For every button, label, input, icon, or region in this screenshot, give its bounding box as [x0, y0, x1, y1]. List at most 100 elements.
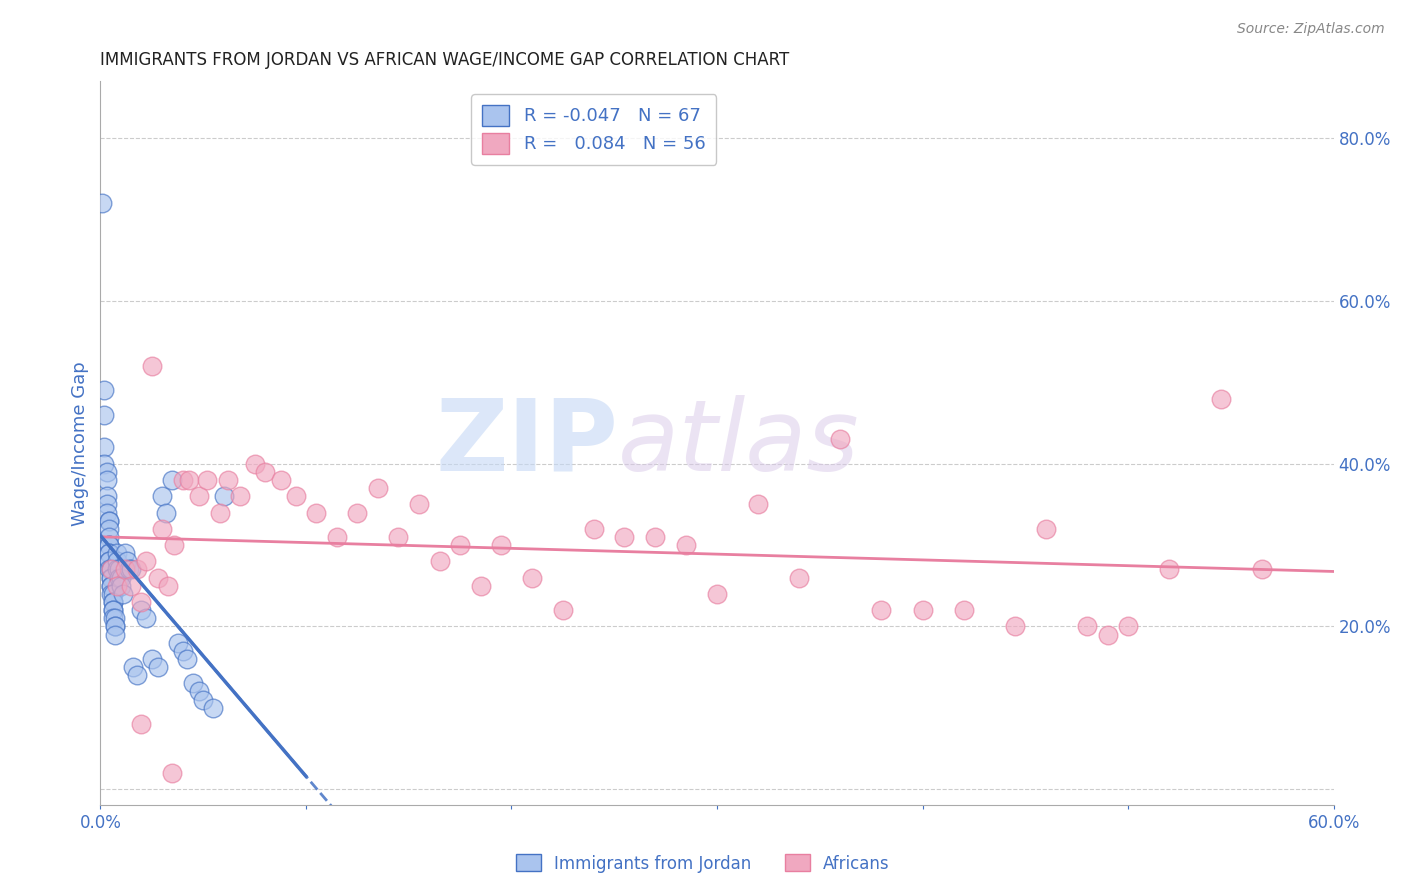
- Point: [155, 506, 177, 520]
- Point: [162, 473, 184, 487]
- Legend: Immigrants from Jordan, Africans: Immigrants from Jordan, Africans: [509, 847, 897, 880]
- Point: [127, 668, 149, 682]
- Point: [195, 473, 218, 487]
- Point: [208, 506, 231, 520]
- Point: [127, 562, 149, 576]
- Point: [120, 579, 142, 593]
- Point: [93, 408, 115, 422]
- Point: [429, 554, 451, 568]
- Point: [1097, 627, 1119, 641]
- Point: [408, 497, 430, 511]
- Point: [202, 700, 225, 714]
- Point: [911, 603, 934, 617]
- Point: [952, 603, 974, 617]
- Point: [114, 562, 136, 576]
- Point: [191, 692, 214, 706]
- Point: [489, 538, 512, 552]
- Point: [675, 538, 697, 552]
- Y-axis label: Wage/Income Gap: Wage/Income Gap: [72, 361, 89, 525]
- Point: [167, 635, 190, 649]
- Point: [387, 530, 409, 544]
- Point: [96, 506, 118, 520]
- Point: [706, 587, 728, 601]
- Text: IMMIGRANTS FROM JORDAN VS AFRICAN WAGE/INCOME GAP CORRELATION CHART: IMMIGRANTS FROM JORDAN VS AFRICAN WAGE/I…: [100, 51, 790, 69]
- Point: [96, 465, 118, 479]
- Point: [162, 765, 184, 780]
- Point: [141, 652, 163, 666]
- Point: [100, 562, 122, 576]
- Point: [613, 530, 636, 544]
- Point: [188, 684, 211, 698]
- Point: [1076, 619, 1098, 633]
- Point: [520, 571, 543, 585]
- Point: [93, 384, 115, 398]
- Point: [101, 595, 124, 609]
- Point: [101, 587, 124, 601]
- Text: Source: ZipAtlas.com: Source: ZipAtlas.com: [1237, 22, 1385, 37]
- Point: [100, 579, 122, 593]
- Point: [104, 619, 127, 633]
- Point: [105, 562, 128, 576]
- Point: [135, 611, 157, 625]
- Point: [1250, 562, 1272, 576]
- Point: [114, 546, 136, 560]
- Point: [141, 359, 163, 373]
- Point: [104, 611, 127, 625]
- Point: [122, 660, 145, 674]
- Point: [470, 579, 492, 593]
- Point: [305, 506, 328, 520]
- Point: [93, 441, 115, 455]
- Point: [93, 457, 115, 471]
- Point: [91, 196, 114, 211]
- Point: [284, 489, 307, 503]
- Point: [787, 571, 810, 585]
- Point: [101, 611, 124, 625]
- Point: [105, 554, 128, 568]
- Point: [115, 554, 138, 568]
- Point: [100, 571, 122, 585]
- Point: [97, 530, 120, 544]
- Point: [1116, 619, 1139, 633]
- Point: [97, 546, 120, 560]
- Point: [104, 627, 127, 641]
- Point: [97, 546, 120, 560]
- Point: [100, 571, 122, 585]
- Point: [97, 514, 120, 528]
- Point: [1209, 392, 1232, 406]
- Point: [97, 522, 120, 536]
- Point: [172, 644, 194, 658]
- Point: [101, 603, 124, 617]
- Point: [830, 432, 852, 446]
- Point: [367, 481, 389, 495]
- Point: [582, 522, 605, 536]
- Point: [135, 554, 157, 568]
- Point: [96, 489, 118, 503]
- Point: [1004, 619, 1026, 633]
- Point: [131, 603, 153, 617]
- Point: [101, 595, 124, 609]
- Point: [100, 562, 122, 576]
- Point: [150, 489, 173, 503]
- Text: atlas: atlas: [619, 395, 860, 491]
- Text: ZIP: ZIP: [436, 395, 619, 491]
- Point: [212, 489, 235, 503]
- Point: [146, 660, 169, 674]
- Point: [96, 473, 118, 487]
- Point: [100, 587, 122, 601]
- Point: [131, 717, 153, 731]
- Legend: R = -0.047   N = 67, R =   0.084   N = 56: R = -0.047 N = 67, R = 0.084 N = 56: [471, 94, 716, 165]
- Point: [108, 562, 131, 576]
- Point: [253, 465, 276, 479]
- Point: [97, 554, 120, 568]
- Point: [1035, 522, 1057, 536]
- Point: [100, 579, 122, 593]
- Point: [110, 579, 132, 593]
- Point: [217, 473, 239, 487]
- Point: [97, 554, 120, 568]
- Point: [146, 571, 169, 585]
- Point: [449, 538, 471, 552]
- Point: [104, 619, 127, 633]
- Point: [325, 530, 347, 544]
- Point: [229, 489, 252, 503]
- Point: [270, 473, 292, 487]
